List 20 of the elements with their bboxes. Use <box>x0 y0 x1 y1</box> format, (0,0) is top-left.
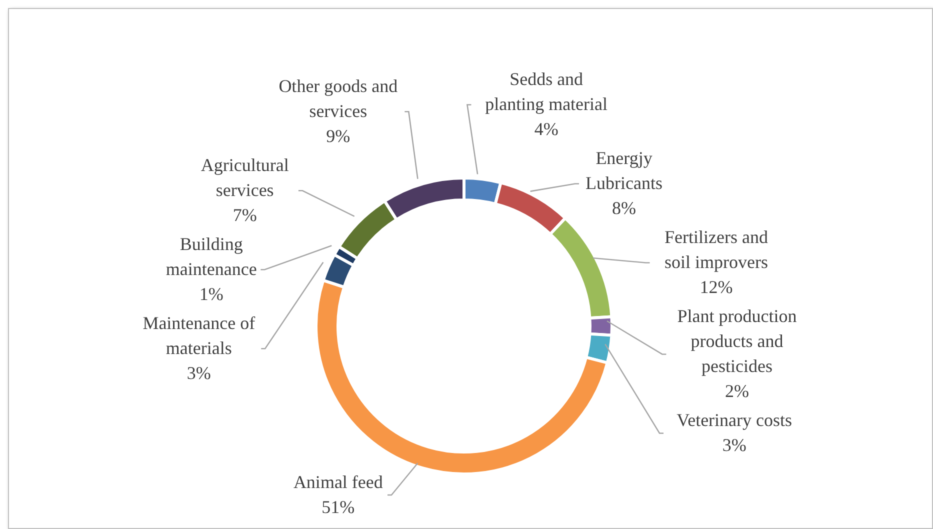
slice-label: Animal feed <box>293 472 383 492</box>
data-label: 7% <box>232 205 257 226</box>
data-label: 3% <box>722 435 746 456</box>
data-label: 51% <box>322 497 355 517</box>
slice-label: Energjy Lubricants <box>586 148 663 194</box>
slice-label: Sedds and planting material <box>485 69 608 114</box>
data-label: 1% <box>199 284 224 304</box>
data-label: 9% <box>326 126 350 146</box>
data-label: 3% <box>186 363 211 384</box>
data-label: 8% <box>612 198 636 218</box>
data-label: 4% <box>534 119 558 140</box>
slice-label: Other goods and services <box>278 76 398 122</box>
slice-label: Fertilizers and soil improvers <box>664 227 768 272</box>
slice-label: Veterinary costs <box>676 410 792 430</box>
slice-label: Agricultural services <box>200 155 289 200</box>
slice-label: Maintenance of materials <box>142 313 256 358</box>
slice-label: Plant production products and pesticides <box>677 306 797 376</box>
data-label: 12% <box>700 277 733 298</box>
data-label: 2% <box>725 381 749 402</box>
slice-label: Building maintenance <box>166 234 257 280</box>
